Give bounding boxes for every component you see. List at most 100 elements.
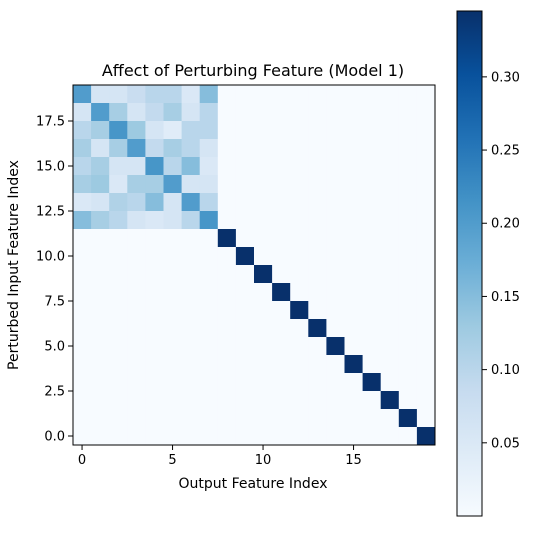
heatmap-cell bbox=[416, 409, 436, 428]
heatmap-cell bbox=[217, 193, 237, 212]
heatmap-cell bbox=[254, 373, 273, 392]
heatmap-cell bbox=[326, 121, 345, 140]
heatmap-cell bbox=[127, 139, 146, 158]
heatmap-cell bbox=[127, 409, 146, 428]
heatmap-cell bbox=[308, 211, 327, 230]
heatmap-cell bbox=[362, 175, 382, 194]
heatmap-cells bbox=[73, 85, 436, 446]
heatmap-cell bbox=[235, 157, 255, 176]
heatmap-cell bbox=[127, 175, 146, 194]
heatmap-cell bbox=[380, 427, 400, 446]
heatmap-cell bbox=[272, 409, 291, 428]
heatmap-cell bbox=[127, 247, 146, 266]
heatmap-cell bbox=[254, 409, 273, 428]
heatmap-cell bbox=[91, 157, 110, 176]
heatmap-cell bbox=[91, 193, 110, 212]
heatmap-cell bbox=[109, 175, 128, 194]
heatmap-cell bbox=[163, 409, 182, 428]
heatmap-cell bbox=[217, 319, 237, 338]
heatmap-cell bbox=[127, 211, 146, 230]
heatmap-cell bbox=[109, 103, 128, 122]
heatmap-cell bbox=[217, 409, 237, 428]
heatmap-cell bbox=[344, 121, 363, 140]
heatmap-cell bbox=[145, 175, 164, 194]
heatmap-cell bbox=[217, 283, 237, 302]
heatmap-cell bbox=[91, 175, 110, 194]
heatmap-cell bbox=[362, 337, 382, 356]
y-tick-label: 7.5 bbox=[44, 295, 65, 310]
chart-title: Affect of Perturbing Feature (Model 1) bbox=[102, 61, 404, 80]
heatmap-cell bbox=[109, 247, 128, 266]
heatmap-cell bbox=[380, 337, 400, 356]
heatmap-cell bbox=[109, 301, 128, 320]
heatmap-cell bbox=[272, 175, 291, 194]
heatmap-cell bbox=[308, 283, 327, 302]
heatmap-cell bbox=[362, 265, 382, 284]
heatmap-cell bbox=[398, 373, 418, 392]
heatmap-cell bbox=[254, 85, 273, 104]
heatmap-cell bbox=[380, 355, 400, 374]
heatmap-cell bbox=[380, 175, 400, 194]
heatmap-cell bbox=[181, 391, 201, 410]
heatmap-cell bbox=[163, 121, 182, 140]
heatmap-cell bbox=[290, 337, 309, 356]
heatmap-cell bbox=[199, 103, 219, 122]
heatmap-cell bbox=[145, 193, 164, 212]
heatmap-cell bbox=[181, 301, 201, 320]
heatmap-cell bbox=[362, 229, 382, 248]
heatmap-cell bbox=[416, 139, 436, 158]
heatmap-cell bbox=[127, 427, 146, 446]
heatmap-cell bbox=[308, 157, 327, 176]
heatmap-cell bbox=[380, 283, 400, 302]
heatmap-cell bbox=[235, 373, 255, 392]
heatmap-cell bbox=[145, 157, 164, 176]
heatmap-cell bbox=[163, 373, 182, 392]
heatmap-cell bbox=[145, 139, 164, 158]
colorbar-tick-label: 0.15 bbox=[491, 290, 520, 305]
heatmap-cell bbox=[290, 373, 309, 392]
heatmap-cell bbox=[217, 265, 237, 284]
heatmap-cell bbox=[109, 121, 128, 140]
heatmap-cell bbox=[290, 301, 309, 320]
heatmap-cell bbox=[362, 409, 382, 428]
heatmap-cell bbox=[362, 427, 382, 446]
heatmap-cell bbox=[272, 373, 291, 392]
heatmap-cell bbox=[235, 121, 255, 140]
heatmap-cell bbox=[272, 139, 291, 158]
heatmap-cell bbox=[398, 283, 418, 302]
heatmap-cell bbox=[272, 355, 291, 374]
heatmap-cell bbox=[254, 211, 273, 230]
heatmap-cell bbox=[199, 121, 219, 140]
heatmap-cell bbox=[235, 175, 255, 194]
heatmap-cell bbox=[181, 355, 201, 374]
heatmap-cell bbox=[127, 265, 146, 284]
y-tick-label: 5.0 bbox=[44, 340, 65, 355]
heatmap-cell bbox=[290, 103, 309, 122]
heatmap-cell bbox=[362, 157, 382, 176]
heatmap-cell bbox=[199, 355, 219, 374]
heatmap-cell bbox=[181, 373, 201, 392]
x-tick-label: 10 bbox=[255, 453, 272, 468]
heatmap-cell bbox=[254, 355, 273, 374]
heatmap-cell bbox=[344, 265, 363, 284]
heatmap-cell bbox=[199, 229, 219, 248]
heatmap-cell bbox=[254, 193, 273, 212]
colorbar-tick-label: 0.05 bbox=[491, 436, 520, 451]
heatmap-cell bbox=[416, 247, 436, 266]
heatmap-cell bbox=[344, 355, 363, 374]
colorbar-tick-label: 0.20 bbox=[491, 217, 520, 232]
heatmap-cell bbox=[380, 247, 400, 266]
heatmap-cell bbox=[344, 229, 363, 248]
heatmap-cell bbox=[73, 427, 92, 446]
heatmap-cell bbox=[416, 175, 436, 194]
heatmap-cell bbox=[344, 157, 363, 176]
heatmap-cell bbox=[398, 265, 418, 284]
heatmap-cell bbox=[109, 157, 128, 176]
heatmap-cell bbox=[290, 265, 309, 284]
heatmap-cell bbox=[308, 229, 327, 248]
heatmap-cell bbox=[181, 283, 201, 302]
heatmap-cell bbox=[416, 121, 436, 140]
heatmap-cell bbox=[344, 319, 363, 338]
heatmap-cell bbox=[416, 337, 436, 356]
heatmap-cell bbox=[91, 103, 110, 122]
